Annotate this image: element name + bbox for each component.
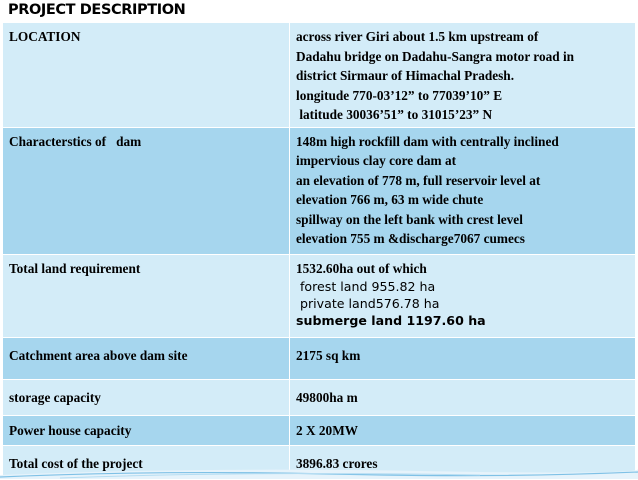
row-label: storage capacity bbox=[2, 378, 290, 416]
value-line: elevation 766 m, 63 m wide chute bbox=[296, 192, 484, 207]
value-line: district Sirmaur of Himachal Pradesh. bbox=[296, 68, 515, 83]
row-value: 49800ha m bbox=[289, 378, 636, 416]
value-line: elevation 755 m &discharge7067 cumecs bbox=[296, 231, 525, 246]
row-value: 1532.60ha out of which forest land 955.8… bbox=[289, 253, 636, 338]
value-line: private land576.78 ha bbox=[296, 296, 440, 311]
table-row-land: Total land requirement 1532.60ha out of … bbox=[2, 253, 636, 338]
value-line: across river Giri about 1.5 km upstream … bbox=[296, 29, 539, 44]
value-line: 1532.60ha out of which bbox=[296, 260, 427, 276]
page-title: PROJECT DESCRIPTION bbox=[8, 2, 186, 18]
row-label: LOCATION bbox=[2, 22, 290, 128]
row-label: Catchment area above dam site bbox=[2, 336, 290, 380]
value-line: an elevation of 778 m, full reservoir le… bbox=[296, 172, 541, 188]
table-row-power: Power house capacity 2 X 20MW bbox=[2, 414, 636, 446]
project-description-table: LOCATION across river Giri about 1.5 km … bbox=[2, 22, 636, 480]
table-row-location: LOCATION across river Giri about 1.5 km … bbox=[2, 22, 636, 128]
value-line: spillway on the left bank with crest lev… bbox=[296, 211, 523, 227]
row-value: 148m high rockfill dam with centrally in… bbox=[289, 126, 636, 255]
value-line: longitude 770-03’12” to 77039’10” E bbox=[296, 87, 503, 103]
table-row-dam: Characterstics of dam 148m high rockfill… bbox=[2, 126, 636, 255]
value-line: forest land 955.82 ha bbox=[296, 279, 436, 294]
footer-swoosh-decoration bbox=[0, 469, 638, 479]
table-row-storage: storage capacity 49800ha m bbox=[2, 378, 636, 416]
value-line: submerge land 1197.60 ha bbox=[296, 313, 486, 328]
table-row-catchment: Catchment area above dam site 2175 sq km bbox=[2, 336, 636, 380]
value-line: impervious clay core dam at bbox=[296, 153, 457, 168]
row-value: across river Giri about 1.5 km upstream … bbox=[289, 22, 636, 128]
row-label: Power house capacity bbox=[2, 414, 290, 446]
row-value: 2175 sq km bbox=[289, 336, 636, 380]
value-line: latitude 30036’51” to 31015’23” N bbox=[296, 107, 493, 122]
row-label: Total land requirement bbox=[2, 253, 290, 338]
row-label: Characterstics of dam bbox=[2, 126, 290, 255]
row-value: 2 X 20MW bbox=[289, 414, 636, 446]
value-line: 148m high rockfill dam with centrally in… bbox=[296, 133, 559, 149]
value-line: Dadahu bridge on Dadahu-Sangra motor roa… bbox=[296, 48, 575, 64]
